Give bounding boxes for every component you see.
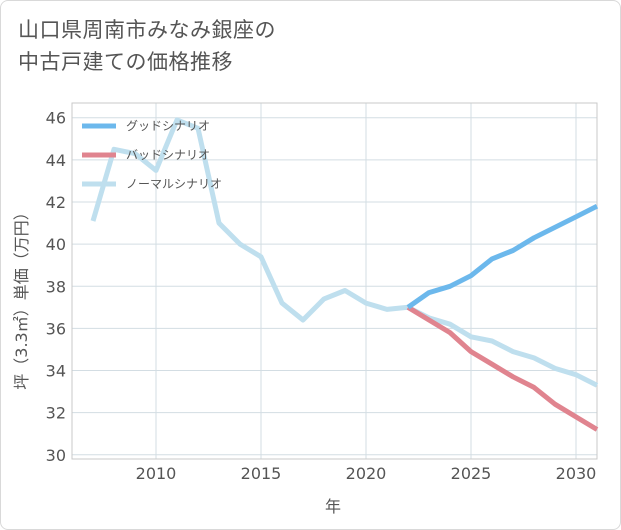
series-line-2 [406, 305, 599, 432]
y-tick-label: 42 [46, 193, 66, 212]
legend-label-2: バッドシナリオ [126, 148, 210, 162]
y-tick-labels: 30 32 34 36 38 40 42 44 46 [46, 109, 66, 465]
x-tick-label: 2030 [556, 464, 597, 483]
series-line-3 [90, 117, 599, 388]
plot-frame [71, 102, 598, 460]
x-tick-labels: 2010 2015 2020 2025 2030 [136, 464, 597, 483]
x-tick-label: 2025 [451, 464, 492, 483]
series-lines [90, 117, 599, 432]
x-axis-label: 年 [325, 497, 341, 516]
chart-title-line-1: 山口県周南市みなみ銀座の [18, 18, 276, 42]
x-tick-label: 2020 [346, 464, 387, 483]
y-tick-label: 34 [46, 362, 66, 381]
series-line-1 [406, 203, 599, 310]
y-tick-label: 36 [46, 319, 66, 338]
chart-title-line-2: 中古戸建ての価格推移 [18, 50, 233, 74]
y-tick-label: 38 [46, 277, 66, 296]
y-tick-label: 32 [46, 404, 66, 423]
y-axis-label: 坪（3.3㎡）単価（万円） [12, 204, 31, 389]
y-tick-label: 46 [46, 109, 66, 128]
legend-label-3: ノーマルシナリオ [126, 177, 222, 191]
y-tick-label: 30 [46, 446, 66, 465]
chart-title: 山口県周南市みなみ銀座の 中古戸建ての価格推移 [18, 14, 276, 78]
x-tick-label: 2015 [241, 464, 282, 483]
y-tick-label: 40 [46, 235, 66, 254]
y-tick-label: 44 [46, 151, 66, 170]
legend-label-1: グッドシナリオ [126, 119, 210, 133]
x-tick-label: 2010 [136, 464, 177, 483]
